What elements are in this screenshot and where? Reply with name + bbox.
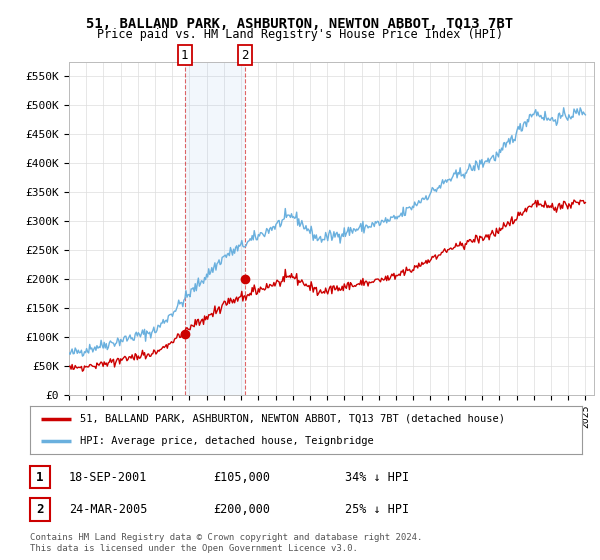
Text: 51, BALLAND PARK, ASHBURTON, NEWTON ABBOT, TQ13 7BT (detached house): 51, BALLAND PARK, ASHBURTON, NEWTON ABBO…	[80, 414, 505, 424]
Text: 18-SEP-2001: 18-SEP-2001	[69, 470, 148, 484]
Bar	[185, 62, 245, 395]
Text: Contains HM Land Registry data © Crown copyright and database right 2024.: Contains HM Land Registry data © Crown c…	[30, 533, 422, 542]
Text: 34% ↓ HPI: 34% ↓ HPI	[345, 470, 409, 484]
Text: This data is licensed under the Open Government Licence v3.0.: This data is licensed under the Open Gov…	[30, 544, 358, 553]
Text: 2: 2	[241, 49, 249, 62]
Text: Price paid vs. HM Land Registry's House Price Index (HPI): Price paid vs. HM Land Registry's House …	[97, 28, 503, 41]
Text: 1: 1	[181, 49, 188, 62]
Text: £105,000: £105,000	[213, 470, 270, 484]
Text: 1: 1	[36, 470, 44, 484]
Text: 25% ↓ HPI: 25% ↓ HPI	[345, 503, 409, 516]
Text: £200,000: £200,000	[213, 503, 270, 516]
Text: HPI: Average price, detached house, Teignbridge: HPI: Average price, detached house, Teig…	[80, 436, 373, 446]
Text: 24-MAR-2005: 24-MAR-2005	[69, 503, 148, 516]
Text: 2: 2	[36, 503, 44, 516]
Text: 51, BALLAND PARK, ASHBURTON, NEWTON ABBOT, TQ13 7BT: 51, BALLAND PARK, ASHBURTON, NEWTON ABBO…	[86, 17, 514, 31]
